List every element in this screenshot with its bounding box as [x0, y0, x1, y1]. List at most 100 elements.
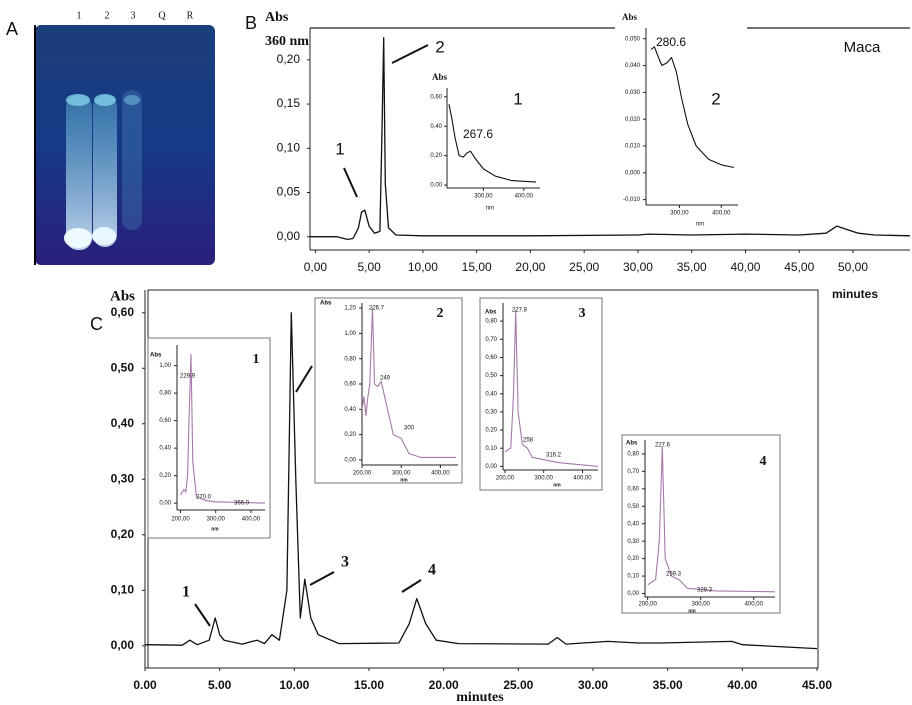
y-tick-label: 0,70 — [627, 469, 639, 475]
y-tick-label: 1,00 — [344, 331, 356, 337]
data-line — [310, 37, 911, 241]
data-line — [361, 307, 456, 458]
peak-label: 258 — [523, 438, 534, 444]
peak-label: 366.0 — [234, 501, 250, 507]
data-line — [144, 312, 818, 650]
y-tick-label: 0,20 — [159, 473, 171, 479]
y-tick-label: 0,70 — [485, 337, 497, 343]
x-tick-label: 400,00 — [242, 517, 261, 523]
peak-label: 316.2 — [546, 453, 562, 459]
y-tick-label: 0,00 — [485, 464, 497, 470]
lane-label: 3 — [131, 10, 136, 21]
data-line — [180, 354, 266, 504]
tlc-spot — [124, 95, 140, 105]
x-tick-label: 45.00 — [802, 678, 832, 692]
y-tick-label: 0,020 — [625, 117, 641, 123]
annotation: 2 — [435, 37, 444, 56]
y-tick-label: 0,05 — [277, 185, 301, 199]
annotation: 1 — [335, 139, 344, 158]
panel-label: B — [245, 13, 257, 33]
x-tick-label: 400,00 — [431, 471, 450, 477]
y-tick-label: 0,10 — [627, 574, 639, 580]
y-tick-label: 0,50 — [485, 373, 497, 379]
x-tick-label: 300,00 — [692, 602, 711, 608]
x-axis-title: nm — [696, 222, 704, 228]
x-axis-title: nm — [688, 608, 696, 614]
peak-label: 280.6 — [656, 35, 686, 49]
y-tick-label: 0,60 — [430, 94, 442, 100]
y-tick-label: 0,00 — [627, 591, 639, 597]
y-tick-label: 0,15 — [277, 96, 301, 110]
x-tick-label: 35,00 — [677, 260, 707, 274]
peak-label: 270.0 — [196, 495, 212, 501]
y-tick-label: 0,20 — [344, 432, 356, 438]
tlc-spot — [66, 94, 90, 106]
y-tick-label: 0,50 — [111, 360, 135, 374]
lane-label: Q — [158, 10, 166, 21]
peak-label: 267.6 — [463, 127, 493, 141]
y-tick-label: 0,00 — [111, 638, 135, 652]
y-tick-label: -0,010 — [623, 197, 641, 203]
x-axis-title: nm — [211, 526, 219, 532]
x-tick-label: 400,00 — [745, 602, 764, 608]
y-tick-label: 0,30 — [627, 539, 639, 545]
x-tick-label: 10,00 — [408, 260, 438, 274]
y-tick-label: 0,20 — [627, 556, 639, 562]
x-axis-title: nm — [486, 206, 494, 212]
peak-label: 227.8 — [512, 308, 528, 314]
y-tick-label: 0,10 — [485, 446, 497, 452]
x-tick-label: 300,00 — [392, 471, 411, 477]
x-tick-label: 15,00 — [462, 260, 492, 274]
y-tick-label: 1,00 — [159, 363, 171, 369]
data-line — [448, 104, 537, 183]
x-tick-label: 35.00 — [653, 678, 683, 692]
y-axis-title: Abs — [626, 441, 638, 447]
y-tick-label: 0,010 — [625, 144, 641, 150]
annotation: 3 — [579, 306, 586, 321]
leader-line — [343, 167, 358, 198]
inset-frame — [615, 8, 747, 233]
y-tick-label: 0,00 — [344, 458, 356, 464]
x-tick-label: 50,00 — [838, 260, 868, 274]
tlc-panel: A 1 2 3 Q R — [6, 10, 215, 265]
annotation: 4 — [760, 454, 767, 469]
annotation: 1 — [253, 352, 260, 367]
x-tick-label: 25.00 — [503, 678, 533, 692]
y-tick-label: 0,40 — [430, 124, 442, 130]
y-tick-label: 0,30 — [485, 409, 497, 415]
y-tick-label: 1,20 — [344, 306, 356, 312]
x-tick-label: 400,00 — [515, 194, 534, 200]
lane-label: 2 — [105, 10, 110, 21]
y-axis-title: Abs — [485, 310, 497, 316]
y-tick-label: 0,20 — [430, 153, 442, 159]
y-axis-title: Abs — [150, 353, 162, 359]
x-axis-title: minutes — [456, 690, 504, 705]
y-tick-label: 0,80 — [627, 452, 639, 458]
x-axis-title: minutes — [832, 287, 878, 301]
y-axis-title: Abs — [432, 72, 448, 82]
peak-label: 229.9 — [180, 374, 196, 380]
y-tick-label: 0,80 — [344, 356, 356, 362]
inset-frame — [479, 297, 603, 491]
tlc-lane-2 — [93, 95, 117, 247]
inset-frame — [425, 70, 550, 220]
y-axis-title: Abs — [622, 12, 638, 22]
peak-label: 259.3 — [666, 572, 682, 578]
y-tick-label: 0,40 — [485, 391, 497, 397]
data-line — [650, 46, 734, 169]
x-tick-label: 20,00 — [515, 260, 545, 274]
x-tick-label: 300,00 — [670, 211, 689, 217]
y-tick-label: 0,60 — [485, 355, 497, 361]
y-tick-label: 0,80 — [159, 391, 171, 397]
peak-label: 329.3 — [697, 588, 713, 594]
leader-line — [309, 571, 335, 586]
y-tick-label: 0,20 — [277, 52, 301, 66]
peak-label: 249 — [380, 376, 391, 382]
peak-label: 227.6 — [655, 443, 671, 449]
x-tick-label: 25,00 — [569, 260, 599, 274]
annotation: 4 — [428, 562, 436, 579]
inset-frame — [621, 434, 781, 614]
annotation: 2 — [711, 89, 720, 108]
y-tick-label: 0,10 — [111, 582, 135, 596]
